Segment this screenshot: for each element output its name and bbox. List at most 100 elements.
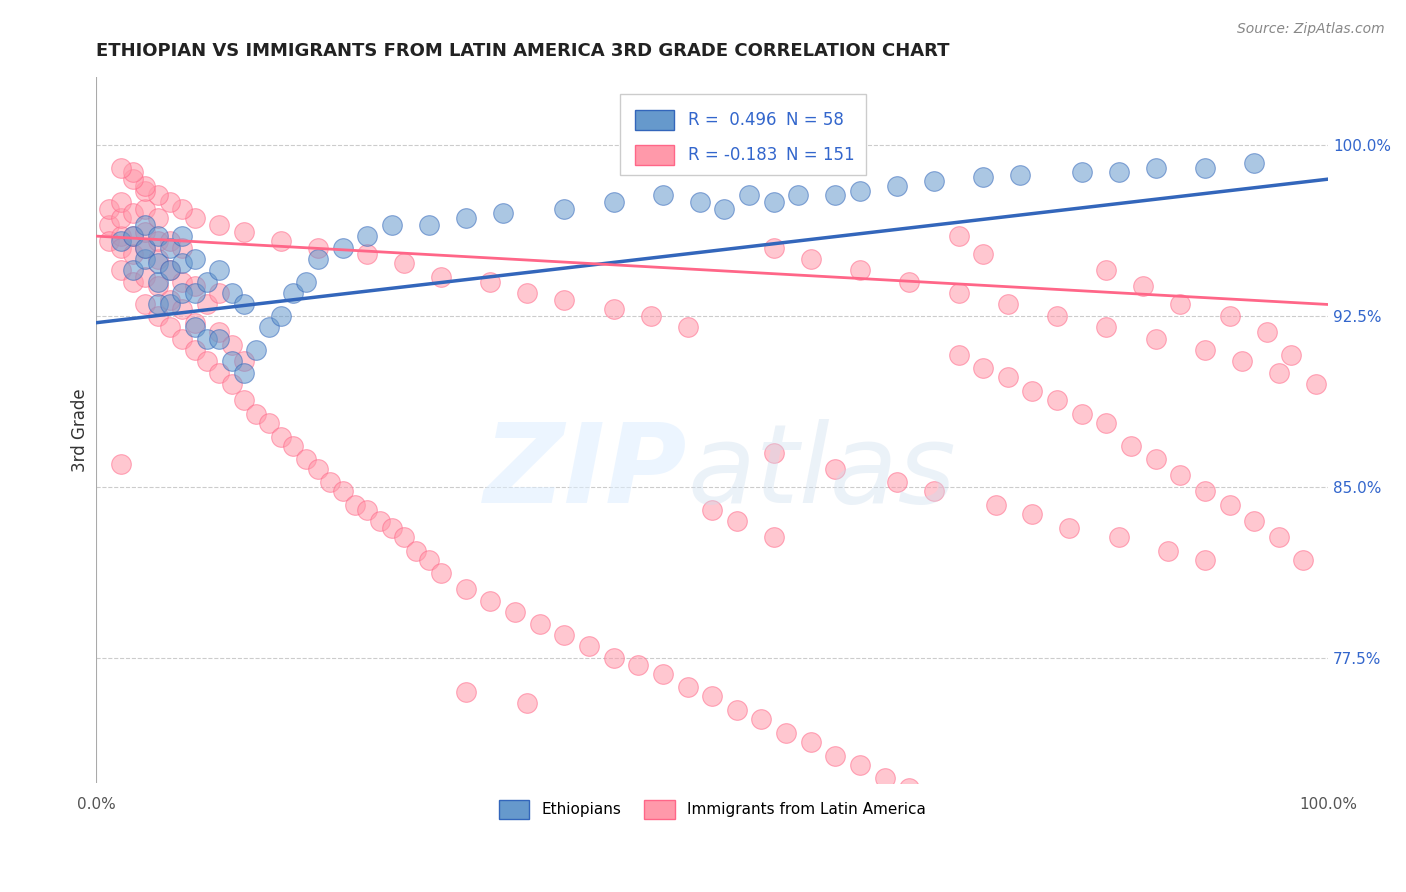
- Text: ZIP: ZIP: [484, 418, 688, 525]
- Point: [922, 794, 945, 808]
- Text: 0.0%: 0.0%: [77, 797, 115, 813]
- Point: [172, 229, 194, 244]
- Point: [110, 194, 132, 209]
- Point: [245, 343, 267, 357]
- Point: [479, 593, 502, 607]
- Point: [307, 461, 329, 475]
- Point: [332, 240, 354, 254]
- Point: [578, 640, 600, 654]
- Point: [738, 188, 761, 202]
- Point: [184, 279, 207, 293]
- Point: [1194, 484, 1216, 499]
- Point: [1021, 384, 1043, 398]
- Point: [122, 229, 145, 244]
- Text: 100.0%: 100.0%: [1299, 797, 1357, 813]
- Point: [146, 279, 169, 293]
- Point: [208, 263, 231, 277]
- Point: [233, 297, 256, 311]
- Point: [134, 270, 156, 285]
- Point: [381, 218, 404, 232]
- Point: [172, 332, 194, 346]
- Point: [368, 514, 391, 528]
- Point: [1194, 161, 1216, 175]
- Point: [184, 320, 207, 334]
- Point: [1194, 552, 1216, 566]
- Point: [492, 206, 515, 220]
- Point: [762, 530, 785, 544]
- Point: [418, 218, 440, 232]
- Point: [146, 297, 169, 311]
- Point: [146, 256, 169, 270]
- Text: atlas: atlas: [688, 418, 956, 525]
- Point: [195, 332, 218, 346]
- Point: [997, 370, 1019, 384]
- Point: [332, 484, 354, 499]
- Point: [849, 757, 872, 772]
- Point: [689, 194, 711, 209]
- Point: [110, 211, 132, 225]
- Text: Source: ZipAtlas.com: Source: ZipAtlas.com: [1237, 22, 1385, 37]
- Point: [886, 475, 908, 490]
- Point: [270, 309, 292, 323]
- Point: [283, 286, 305, 301]
- Point: [886, 178, 908, 193]
- Point: [702, 502, 724, 516]
- Point: [184, 316, 207, 330]
- Point: [787, 188, 810, 202]
- Point: [110, 263, 132, 277]
- Point: [1219, 309, 1241, 323]
- Point: [184, 286, 207, 301]
- Point: [159, 234, 181, 248]
- Point: [553, 628, 575, 642]
- Point: [356, 247, 378, 261]
- Point: [800, 735, 823, 749]
- Point: [1132, 279, 1154, 293]
- Point: [1268, 530, 1291, 544]
- Point: [972, 361, 994, 376]
- Point: [172, 256, 194, 270]
- Point: [602, 650, 624, 665]
- Point: [972, 169, 994, 184]
- Point: [454, 211, 477, 225]
- Point: [146, 229, 169, 244]
- Point: [270, 234, 292, 248]
- Point: [159, 263, 181, 277]
- Point: [184, 211, 207, 225]
- Point: [146, 309, 169, 323]
- Point: [221, 377, 243, 392]
- Point: [122, 172, 145, 186]
- Point: [356, 229, 378, 244]
- Point: [1070, 165, 1092, 179]
- Point: [172, 301, 194, 316]
- Point: [134, 252, 156, 266]
- Point: [146, 252, 169, 266]
- Point: [1010, 168, 1032, 182]
- Point: [233, 366, 256, 380]
- Point: [134, 202, 156, 216]
- Point: [922, 484, 945, 499]
- Point: [479, 275, 502, 289]
- Point: [1305, 377, 1327, 392]
- Point: [1095, 263, 1118, 277]
- Point: [775, 726, 797, 740]
- Point: [208, 325, 231, 339]
- Point: [762, 445, 785, 459]
- Point: [270, 430, 292, 444]
- Point: [134, 218, 156, 232]
- Point: [172, 240, 194, 254]
- Point: [824, 748, 846, 763]
- Point: [1095, 320, 1118, 334]
- Point: [319, 475, 342, 490]
- Point: [146, 234, 169, 248]
- Point: [1256, 325, 1278, 339]
- Point: [122, 206, 145, 220]
- Point: [134, 178, 156, 193]
- Point: [307, 240, 329, 254]
- Point: [516, 286, 538, 301]
- Point: [972, 247, 994, 261]
- Point: [602, 301, 624, 316]
- Point: [1046, 393, 1069, 408]
- Point: [307, 252, 329, 266]
- Point: [725, 514, 748, 528]
- Point: [873, 772, 896, 786]
